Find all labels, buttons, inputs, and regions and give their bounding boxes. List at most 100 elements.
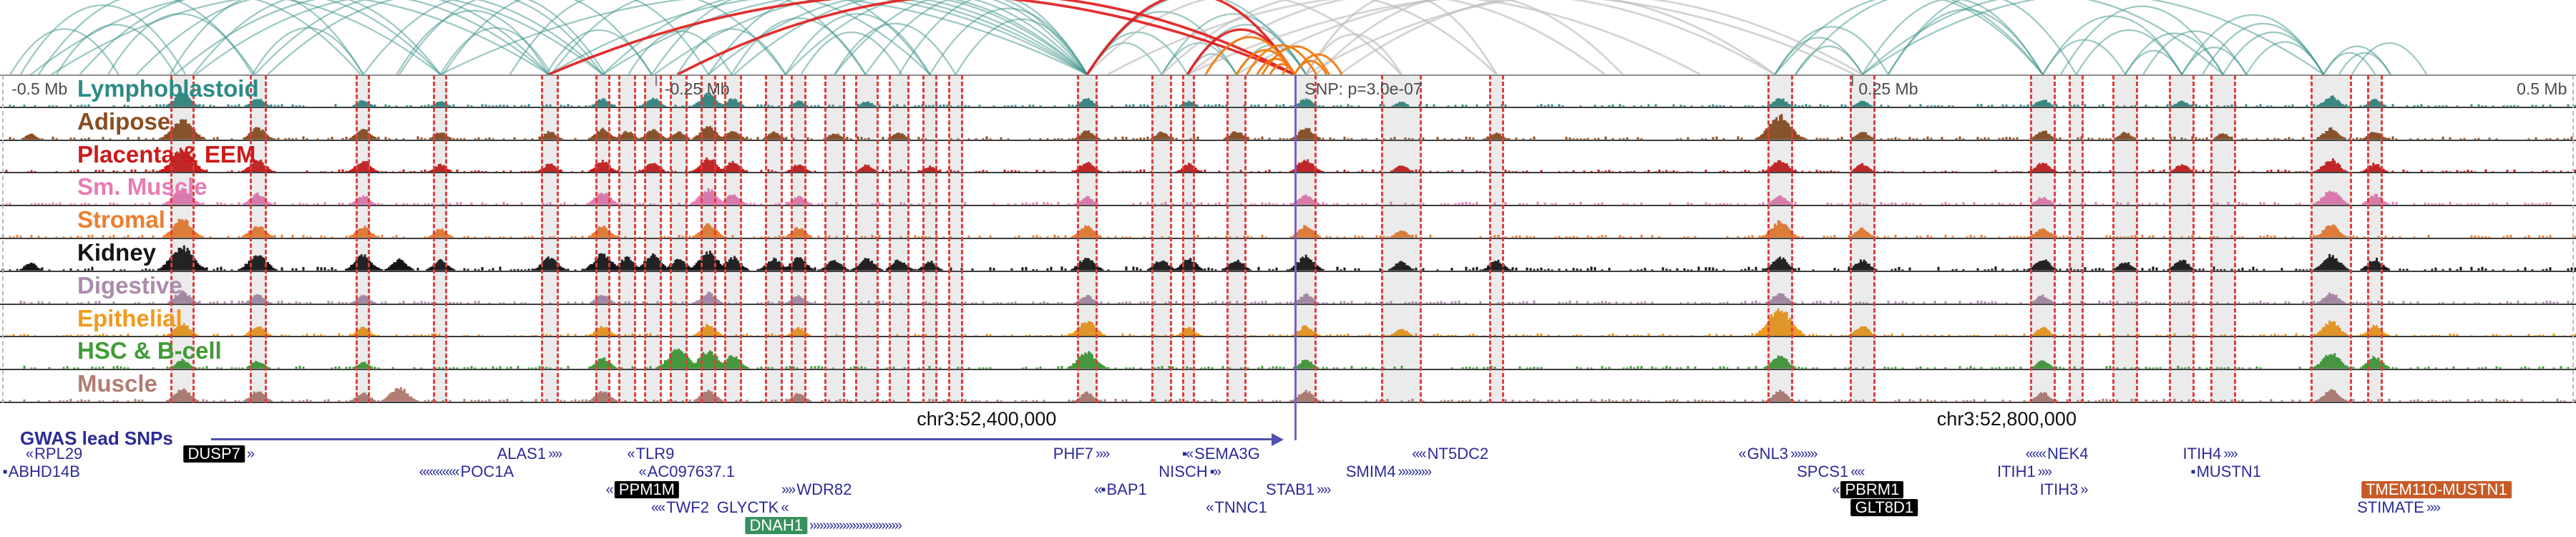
interaction-arc [362,0,604,74]
track-label-epithelial[interactable]: Epithelial [77,304,182,332]
interaction-arc [676,28,786,74]
track-label-lymphoblastoid[interactable]: Lymphoblastoid [77,75,259,102]
gene-rpl29[interactable]: «RPL29 [26,445,82,463]
track-label-kidney[interactable]: Kidney [77,239,157,266]
gene-name-label: POC1A [460,463,514,480]
gene-name-label: ITIH3 [2039,480,2079,498]
gene-gnl3[interactable]: «GNL3»»»» [1738,445,1818,463]
interaction-arc [1236,0,1776,74]
interaction-arc [955,18,1088,74]
track-epithelial: Epithelial [0,305,2576,338]
gene-name-label: DUSP7 [183,445,245,463]
interaction-arc [1862,0,2324,74]
interaction-arc [1795,45,1863,74]
gene-strand-chevrons: « [627,445,635,462]
gene-name-label: TNNC1 [1214,498,1267,516]
gene-bap1[interactable]: «▪ BAP1 [1094,481,1146,498]
track-label-sm-muscle[interactable]: Sm. Muscle [77,173,208,200]
gene-strand-chevrons: »» [1096,445,1110,462]
gene-strand-chevrons: « [1738,445,1746,462]
gene-name-label: ALAS1 [497,445,547,463]
gene-nek4[interactable]: ««« NEK4 [2026,445,2089,463]
interaction-arc [2041,39,2126,74]
gene-dnah1[interactable]: DNAH1»»»»»»»»»»»»»» [745,517,902,534]
gene-strand-chevrons: »» [1317,481,1331,498]
gene-ppm1m[interactable]: «PPM1M [606,481,680,498]
gene-alas1[interactable]: ALAS1»» [497,445,563,463]
gene-twf2[interactable]: «« TWF2 [651,499,709,516]
gene-wdr82[interactable]: »» WDR82 [781,481,852,498]
gene-poc1a[interactable]: «««««« POC1A [419,463,514,480]
interaction-arc [267,0,604,74]
interaction-arc [19,4,187,74]
snp-vertical-line [1294,75,1297,440]
track-label-muscle[interactable]: Muscle [77,370,157,397]
gwas-connector-line [211,438,1282,440]
gene-spcs1[interactable]: SPCS1 «« [1797,463,1865,480]
gene-abhd14b[interactable]: ▪ ABHD14B [3,463,80,480]
gene-glyctk[interactable]: GLYCTK « [716,498,789,516]
interaction-arc [1186,0,1855,74]
gene-name-label: NISCH [1158,463,1208,480]
gene-dusp7[interactable]: DUSP7» [183,445,255,463]
interaction-arc [602,0,1088,74]
gene-stimate[interactable]: STIMATE»» [2357,499,2441,516]
gene-ac097637-1[interactable]: «AC097637.1 [639,463,735,480]
interaction-arc [1186,0,1606,74]
gene-strand-chevrons: »» [781,481,796,498]
track-label-digestive[interactable]: Digestive [77,271,182,299]
gene-mustn1[interactable]: ▪ MUSTN1 [2190,463,2261,480]
signal-tracks-panel: Lymphoblastoid Adipose Placenta & EEM Sm. M… [0,75,2576,403]
gene-name-label: STAB1 [1266,480,1315,498]
gene-name-label: BAP1 [1106,480,1147,498]
gene-glt8d1[interactable]: GLT8D1 [1850,499,1918,516]
interaction-arc [195,0,604,74]
gene-name-label: NEK4 [2047,445,2089,463]
interaction-arc [731,17,867,74]
track-sm-muscle: Sm. Muscle [0,173,2576,207]
gene-name-label: ITIH1 [1996,463,2036,480]
gene-tlr9[interactable]: «TLR9 [627,445,674,463]
gene-name-label: ABHD14B [8,463,80,480]
interaction-arc [396,9,550,74]
interaction-arc [708,0,931,74]
interaction-arc [192,0,441,74]
interaction-arc [2060,5,2224,74]
gene-stab1[interactable]: STAB1»» [1266,480,1331,498]
interaction-arc [548,0,1295,74]
gene-itih3[interactable]: ITIH3» [2039,480,2089,498]
gene-tmem110-mustn1[interactable]: TMEM110-MUSTN1 [2361,481,2512,498]
gene-smim4[interactable]: SMIM4»»»»» [1345,463,1432,480]
gene-name-label: SMIM4 [1345,463,1396,480]
coordinate-label: chr3:52,400,000 [917,408,1057,430]
interaction-arc [439,26,552,74]
gene-name-label: GLYCTK [716,498,779,516]
interaction-arc [545,29,653,74]
track-adipose: Adipose [0,108,2576,141]
track-label-adipose[interactable]: Adipose [77,107,171,135]
gene-name-label: PBRM1 [1840,481,1904,498]
gene-strand-chevrons: »»»» [1790,445,1818,462]
interaction-arc [2351,42,2428,74]
gene-phf7[interactable]: PHF7»» [1053,445,1111,463]
gene-name-label: WDR82 [796,480,852,498]
gene-pbrm1[interactable]: «PBRM1 [1832,481,1904,498]
track-label-stromal[interactable]: Stromal [77,206,165,233]
gene-tnnc1[interactable]: «TNNC1 [1206,499,1267,516]
gene-nisch[interactable]: NISCH ▪» [1158,463,1221,480]
track-label-hsc-b-cell[interactable]: HSC & B-cell [77,337,222,364]
gene-strand-chevrons: « [1206,499,1214,516]
gene-name-label: SEMA3G [1194,445,1260,463]
interaction-arc [1261,45,1330,74]
gene-itih1[interactable]: ITIH1»» [1996,463,2052,480]
interaction-arc [676,0,1295,74]
gene-nt5dc2[interactable]: «« NT5DC2 [1412,445,1488,463]
plot-right-edge [2572,75,2574,403]
track-label-placenta-eem[interactable]: Placenta & EEM [77,140,256,168]
gene-itih4[interactable]: ITIH4»» [2183,445,2238,463]
ruler-label: 0.5 Mb [2517,79,2567,98]
gene-sema3g[interactable]: ▪« SEMA3G [1182,445,1260,463]
gene-strand-chevrons: » [246,445,255,462]
gene-annotation-panel: «RPL29 DUSP7» ALAS1»» «TLR9 PHF7»» ▪« SEMA3G ««… [0,445,2576,537]
gene-name-label: TWF2 [666,498,709,516]
